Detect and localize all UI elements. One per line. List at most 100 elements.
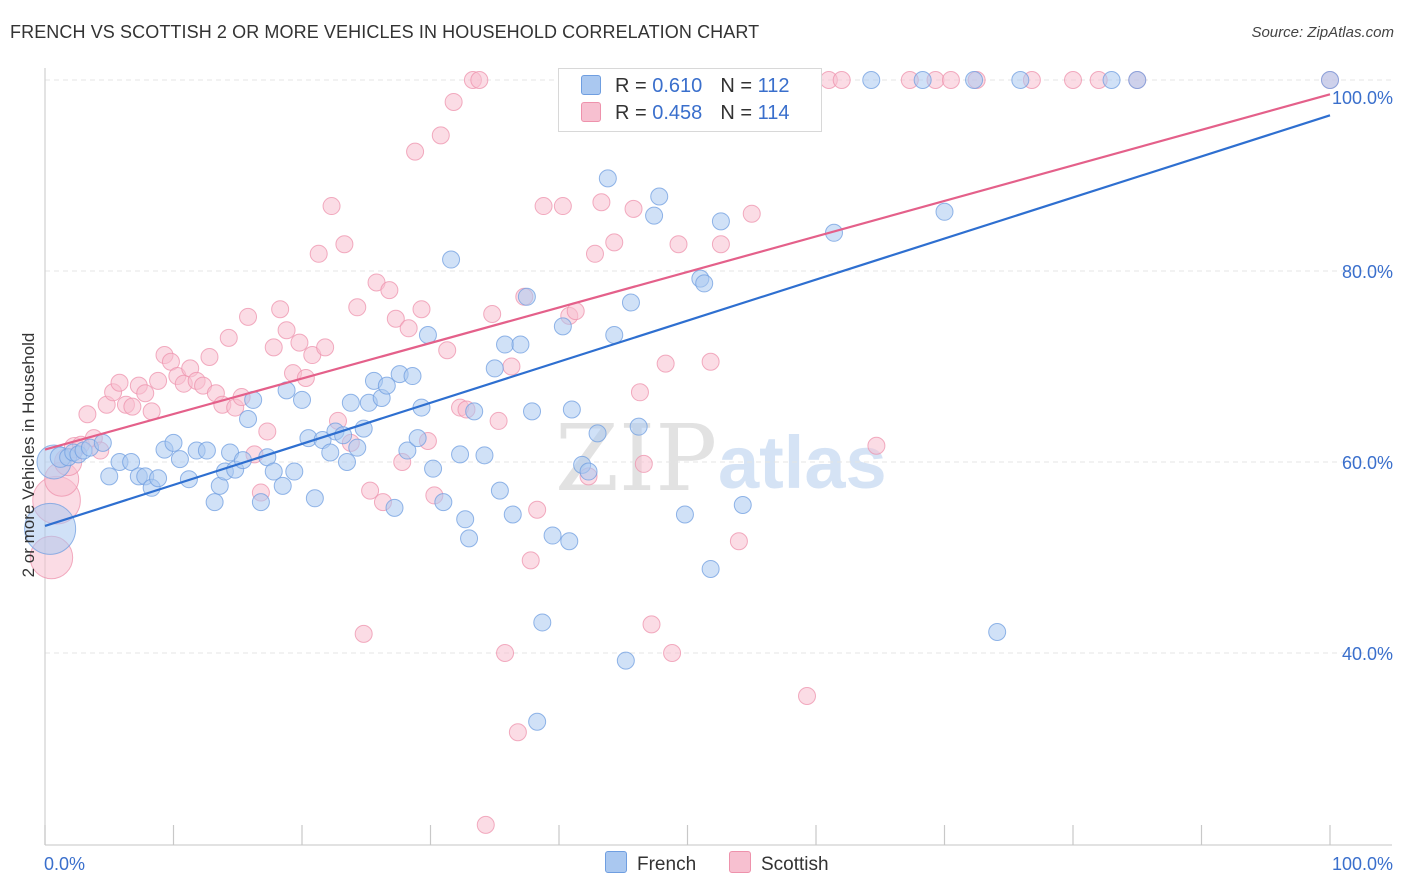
scottish-point bbox=[348, 298, 367, 317]
french-point bbox=[511, 335, 530, 354]
scottish-point bbox=[123, 397, 142, 416]
scottish-point bbox=[335, 235, 354, 254]
french-point bbox=[149, 469, 168, 488]
french-point bbox=[862, 71, 881, 89]
scottish-point bbox=[476, 815, 495, 834]
scottish-n-label: N = bbox=[720, 102, 752, 124]
scottish-r-value: 0.458 bbox=[652, 102, 703, 124]
french-point bbox=[341, 393, 360, 412]
french-point bbox=[205, 493, 224, 512]
scottish-point bbox=[444, 92, 463, 111]
french-point bbox=[579, 462, 598, 481]
scottish-legend-label: Scottish bbox=[761, 854, 829, 875]
scottish-point bbox=[483, 304, 502, 323]
scottish-point bbox=[729, 532, 748, 551]
scottish-n-value: 114 bbox=[757, 102, 790, 124]
french-point bbox=[496, 335, 515, 354]
french-point bbox=[650, 187, 669, 206]
french-point bbox=[517, 287, 536, 306]
french-point bbox=[588, 424, 607, 443]
french-point bbox=[305, 489, 324, 508]
french-point bbox=[100, 467, 119, 486]
french-point bbox=[465, 402, 484, 421]
scottish-point bbox=[136, 384, 155, 403]
french-point bbox=[528, 712, 547, 731]
french-point bbox=[354, 419, 373, 438]
french-point bbox=[1102, 71, 1121, 89]
scottish-point bbox=[630, 383, 649, 402]
scottish-point bbox=[508, 723, 527, 742]
french-point bbox=[251, 493, 270, 512]
y-tick-label: 100.0% bbox=[1332, 88, 1393, 108]
french-point bbox=[385, 498, 404, 517]
scottish-point bbox=[624, 199, 643, 218]
french-legend-label: French bbox=[637, 854, 697, 875]
scottish-point bbox=[489, 411, 508, 430]
scottish-point bbox=[361, 481, 380, 500]
scottish-point bbox=[592, 193, 611, 212]
scottish-point bbox=[290, 333, 309, 352]
french-swatch bbox=[581, 75, 601, 95]
scottish-point bbox=[528, 500, 547, 519]
scottish-point bbox=[309, 244, 328, 263]
french-point bbox=[675, 505, 694, 524]
bottom-legend-french: French bbox=[605, 851, 696, 876]
scottish-point bbox=[354, 624, 373, 643]
scottish-point bbox=[711, 235, 730, 254]
french-point bbox=[434, 493, 453, 512]
source-credit: Source: ZipAtlas.com bbox=[1251, 24, 1394, 41]
scottish-point bbox=[322, 197, 341, 216]
chart-title: FRENCH VS SCOTTISH 2 OR MORE VEHICLES IN… bbox=[10, 22, 760, 42]
french-point bbox=[695, 274, 714, 293]
scottish-point bbox=[663, 644, 682, 662]
scottish-point bbox=[534, 197, 553, 216]
french-point bbox=[503, 505, 522, 524]
french-point bbox=[442, 250, 461, 269]
french-point bbox=[408, 429, 427, 448]
scottish-point bbox=[867, 436, 886, 455]
french-point bbox=[348, 438, 367, 457]
scottish-point bbox=[386, 309, 405, 328]
french-legend-swatch bbox=[605, 851, 627, 873]
scottish-point bbox=[431, 126, 450, 145]
french-point bbox=[93, 433, 112, 452]
scottish-point bbox=[521, 551, 540, 570]
french-point bbox=[605, 325, 624, 344]
french-point bbox=[1321, 71, 1339, 89]
french-point bbox=[197, 441, 216, 460]
french-point bbox=[424, 459, 443, 478]
french-point bbox=[24, 502, 77, 555]
scottish-point bbox=[496, 644, 515, 662]
french-point bbox=[398, 441, 417, 460]
french-point bbox=[122, 453, 141, 471]
french-point bbox=[475, 446, 494, 465]
scottish-point bbox=[742, 204, 761, 223]
scottish-point bbox=[271, 300, 290, 319]
french-point bbox=[264, 462, 283, 481]
french-point bbox=[560, 532, 579, 551]
scottish-point bbox=[406, 142, 425, 161]
scottish-point bbox=[264, 338, 283, 357]
scottish-point bbox=[149, 371, 168, 390]
scottish-point bbox=[399, 319, 418, 338]
scottish-r-label: R = bbox=[615, 102, 647, 124]
scottish-point bbox=[78, 405, 97, 424]
french-point bbox=[451, 445, 470, 464]
scottish-point bbox=[110, 373, 129, 392]
scottish-point bbox=[642, 615, 661, 634]
french-n-label: N = bbox=[720, 75, 752, 97]
french-point bbox=[456, 510, 475, 529]
french-point bbox=[1128, 71, 1147, 89]
french-point bbox=[377, 376, 396, 395]
french-point bbox=[485, 359, 504, 378]
legend-row-french: R = 0.610 N = 112 bbox=[581, 75, 789, 98]
scottish-point bbox=[502, 357, 521, 376]
french-point bbox=[321, 443, 340, 462]
scottish-point bbox=[258, 422, 277, 441]
scottish-trend-line bbox=[44, 93, 1331, 451]
scottish-point bbox=[438, 341, 457, 360]
scottish-swatch bbox=[581, 102, 601, 122]
y-tick-label: 60.0% bbox=[1342, 453, 1393, 473]
scottish-point bbox=[669, 235, 688, 254]
